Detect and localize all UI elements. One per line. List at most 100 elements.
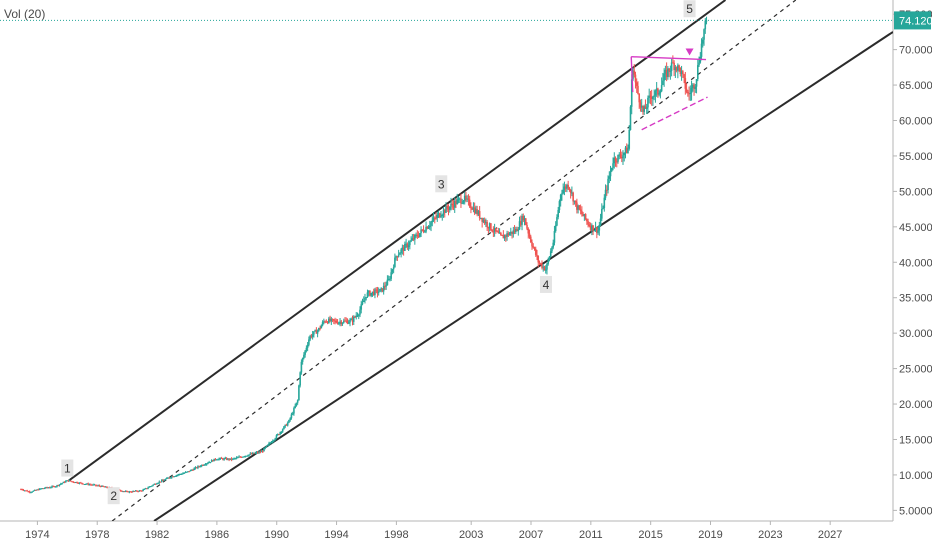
candle-body xyxy=(40,488,42,490)
candle-body xyxy=(615,161,618,163)
volume-indicator-label[interactable]: Vol (20) xyxy=(4,7,46,21)
candle-body xyxy=(25,490,27,492)
candle-body xyxy=(173,476,176,478)
candle-body xyxy=(649,95,652,97)
candle-body xyxy=(451,203,454,206)
candle-body xyxy=(493,227,496,232)
candle-body xyxy=(472,207,475,210)
candle-body xyxy=(394,257,396,268)
y-tick-label: 5.0000 xyxy=(899,505,932,517)
candle-body xyxy=(296,400,299,403)
candle-body xyxy=(123,491,126,493)
candle-body xyxy=(341,322,344,325)
x-tick-label: 2027 xyxy=(818,529,842,541)
candle-body xyxy=(441,214,444,217)
candle-body xyxy=(205,463,208,465)
candle-body xyxy=(482,219,485,222)
candle-body xyxy=(420,229,422,234)
candle-body xyxy=(547,259,550,264)
candle-body xyxy=(210,460,213,463)
candle-body xyxy=(505,235,507,237)
y-tick-label: 70.0000 xyxy=(899,45,932,57)
candle-body xyxy=(238,456,240,458)
candle-body xyxy=(528,233,531,237)
candle-body xyxy=(404,243,406,251)
candle-body xyxy=(596,227,598,233)
x-tick-label: 1986 xyxy=(205,529,229,541)
y-tick-label: 10.0000 xyxy=(899,470,932,482)
candle-body xyxy=(365,297,368,299)
candle-body xyxy=(346,320,349,324)
candle-body xyxy=(609,170,612,177)
candle-body xyxy=(60,483,62,485)
y-tick-label: 55.0000 xyxy=(899,151,932,163)
candle-body xyxy=(518,221,521,230)
candle-body xyxy=(314,330,316,332)
candle-body xyxy=(654,90,657,96)
candle-body xyxy=(106,486,108,488)
candle-body xyxy=(503,235,506,239)
candle-body xyxy=(122,491,124,493)
candle-body xyxy=(421,229,424,231)
candle-body xyxy=(355,315,358,318)
candle-body xyxy=(175,475,178,477)
candle-body xyxy=(478,211,481,219)
candle-body xyxy=(309,335,311,340)
candle-body xyxy=(427,226,430,229)
candle-body xyxy=(608,176,611,179)
candle-body xyxy=(417,236,420,238)
candle-body xyxy=(149,486,152,488)
candle-body xyxy=(320,325,323,329)
candle-body xyxy=(55,486,57,488)
wave-label: 5 xyxy=(686,2,693,16)
candle-body xyxy=(220,457,223,459)
candle-body xyxy=(414,234,416,240)
candle-body xyxy=(261,451,264,453)
x-tick-label: 2019 xyxy=(698,529,722,541)
candle-body xyxy=(664,69,667,74)
candle-body xyxy=(466,198,468,200)
candle-body xyxy=(104,486,107,488)
candle-body xyxy=(465,195,467,199)
candle-body xyxy=(665,69,668,77)
y-tick-label: 20.0000 xyxy=(899,399,932,411)
candle-body xyxy=(96,485,98,487)
candle-body xyxy=(229,458,232,460)
y-tick-label: 25.0000 xyxy=(899,364,932,376)
candle-body xyxy=(136,490,138,492)
candle-body xyxy=(315,330,318,334)
candle-body xyxy=(456,199,459,205)
candle-body xyxy=(521,215,523,225)
x-tick-label: 2023 xyxy=(758,529,782,541)
wave-label-box xyxy=(61,459,74,477)
candle-body xyxy=(311,334,314,337)
candle-body xyxy=(462,200,465,203)
candle-body xyxy=(58,484,61,486)
candle-body xyxy=(532,246,535,248)
candle-body xyxy=(213,458,215,462)
candle-body xyxy=(476,209,478,215)
candle-body xyxy=(88,484,91,486)
candle-body xyxy=(212,460,214,462)
candle-body xyxy=(56,485,58,487)
candle-body xyxy=(239,456,242,458)
candle-body xyxy=(606,189,608,191)
candle-body xyxy=(78,482,81,484)
candle-body xyxy=(328,318,330,324)
candle-body xyxy=(566,184,568,189)
candle-body xyxy=(199,466,202,468)
candle-body xyxy=(132,491,134,493)
y-tick-label: 60.0000 xyxy=(899,116,932,128)
candle-body xyxy=(562,189,564,194)
candle-body xyxy=(121,490,123,492)
candle-body xyxy=(293,408,295,414)
candle-body xyxy=(620,156,623,159)
candle-body xyxy=(126,491,128,493)
candle-body xyxy=(244,455,247,457)
candle-body xyxy=(153,483,156,485)
candle-body xyxy=(512,230,515,234)
y-tick-label: 65.0000 xyxy=(899,80,932,92)
candle-body xyxy=(539,263,542,265)
